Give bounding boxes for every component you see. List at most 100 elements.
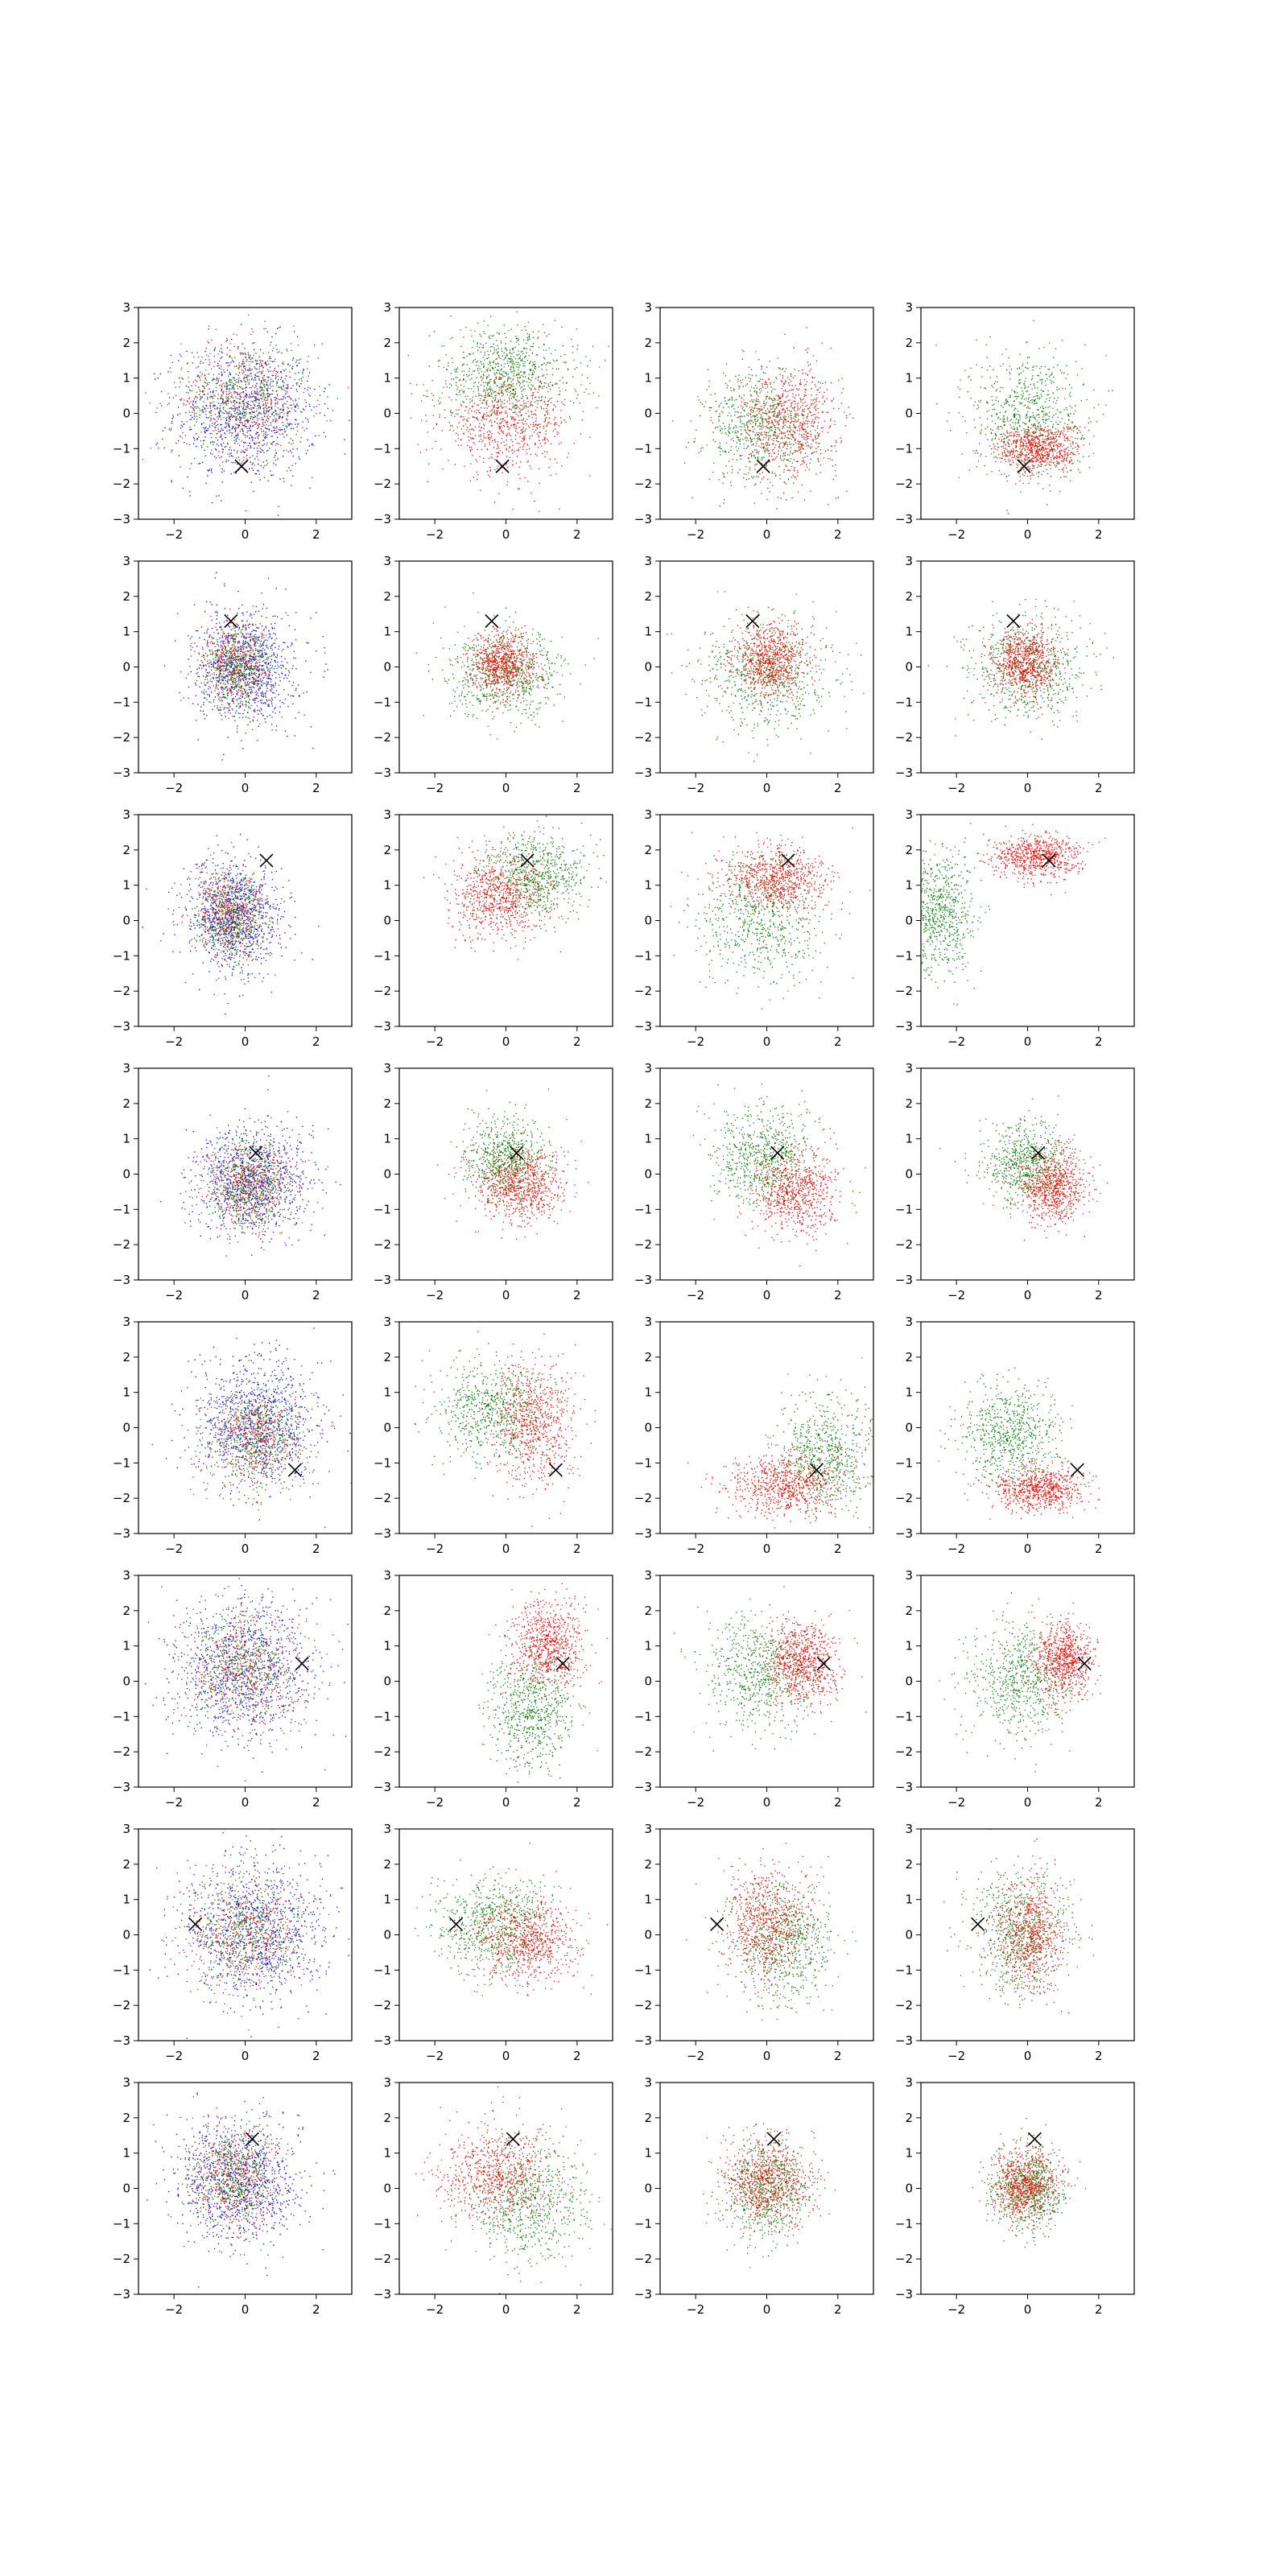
marker-x	[548, 1463, 563, 1477]
y-tick-label: 1	[122, 371, 130, 386]
y-tick-label: 3	[905, 554, 913, 568]
series-points-red	[713, 607, 822, 721]
x-tick-label: −2	[687, 1795, 704, 1810]
marker-x	[287, 1463, 302, 1477]
axes-frame	[138, 1067, 353, 1281]
x-tick-label: −2	[165, 2049, 183, 2063]
x-tick-label: −2	[947, 1795, 965, 1810]
x-tick-label: −2	[947, 1034, 965, 1049]
y-tick-label: 3	[644, 554, 652, 568]
series-points-green	[692, 1084, 838, 1232]
y-tick-label: −1	[895, 1709, 913, 1724]
y-tick-label: −3	[374, 766, 391, 780]
y-tick-label: −2	[895, 984, 913, 998]
marker-x	[449, 1917, 464, 1931]
series-green	[744, 1357, 873, 1534]
y-tick-label: −1	[895, 948, 913, 963]
y-tick-label: 1	[905, 625, 913, 639]
x-tick-label: 0	[1024, 781, 1032, 795]
series-points-red	[751, 1610, 867, 1735]
y-tick-label: 3	[122, 807, 130, 822]
series-red	[706, 2127, 836, 2258]
axes-frame	[920, 1828, 1135, 2041]
series-red	[947, 824, 1106, 896]
y-tick-label: 3	[905, 300, 913, 315]
subplot-r1-c3: −2 0 2 −3 −2 −1 0 1 2 3	[634, 300, 874, 542]
x-tick-label: 2	[1095, 1795, 1103, 1810]
y-tick-label: −3	[895, 2033, 913, 2048]
y-tick-label: 2	[383, 1857, 391, 1872]
y-tick-label: 1	[122, 1132, 130, 1146]
y-tick-label: 1	[383, 878, 391, 893]
y-tick-label: 0	[383, 1421, 391, 1435]
marker-x	[506, 2132, 520, 2146]
scatter-points	[151, 1327, 352, 1528]
y-tick-label: −3	[634, 2287, 652, 2301]
y-tick-label: 2	[905, 843, 913, 857]
x-tick-label: 0	[1024, 2049, 1032, 2063]
axes-frame	[659, 560, 874, 774]
scatter-points	[149, 1829, 349, 2039]
y-tick-label: 1	[644, 625, 652, 639]
x-tick-label: −2	[426, 2302, 444, 2317]
series-points-red	[399, 349, 591, 512]
x-tick-label: 2	[573, 781, 581, 795]
y-tick-label: 2	[122, 2111, 130, 2125]
series-red	[172, 1586, 328, 1750]
series-points-green	[702, 2123, 830, 2268]
x-tick-label: −2	[426, 781, 444, 795]
y-tick-label: −1	[374, 948, 391, 963]
y-tick-label: 3	[644, 300, 652, 315]
x-tick-label: 0	[763, 1034, 771, 1049]
y-tick-label: 2	[905, 589, 913, 604]
x-tick-label: 2	[573, 2302, 581, 2317]
x-tick-label: −2	[426, 1288, 444, 1302]
axes-frame	[138, 1828, 353, 2041]
y-tick-label: 2	[122, 589, 130, 604]
x-tick-label: −2	[165, 1542, 183, 1556]
y-tick-label: −3	[113, 1526, 130, 1541]
y-tick-label: −2	[374, 477, 391, 491]
y-tick-label: 1	[383, 371, 391, 386]
x-tick-label: −2	[165, 1288, 183, 1302]
marker-x	[766, 2132, 781, 2146]
y-tick-label: 3	[122, 1061, 130, 1075]
series-blue	[147, 2092, 336, 2288]
y-tick-label: −3	[634, 512, 652, 526]
series-points-green	[672, 349, 854, 519]
scatter-points	[142, 833, 320, 1015]
marker-x	[781, 853, 795, 868]
scatter-points	[163, 572, 328, 761]
y-tick-label: 0	[122, 1167, 130, 1182]
y-tick-label: 0	[122, 2182, 130, 2196]
axes-frame	[398, 560, 613, 774]
series-red	[686, 1843, 829, 2007]
series-points-red	[452, 611, 550, 714]
y-tick-label: 0	[644, 660, 652, 675]
marker-x	[188, 1917, 203, 1931]
y-tick-label: 0	[383, 1928, 391, 1942]
y-tick-label: −2	[634, 1237, 652, 1252]
series-green	[184, 1121, 313, 1239]
series-points-red	[965, 605, 1065, 720]
marker-x	[745, 613, 760, 629]
series-green	[692, 1084, 838, 1232]
subplot-r4-c4: −2 0 2 −3 −2 −1 0 1 2 3	[895, 1061, 1135, 1302]
axes-frame	[659, 814, 874, 1027]
x-tick-label: −2	[426, 1542, 444, 1556]
series-points-blue	[160, 1075, 341, 1257]
y-tick-label: 3	[644, 1315, 652, 1329]
y-tick-label: 0	[122, 660, 130, 675]
y-tick-label: −2	[634, 1744, 652, 1759]
scatter-points	[935, 320, 1113, 514]
series-blue	[142, 833, 320, 1015]
x-tick-label: 2	[834, 1542, 842, 1556]
x-tick-label: 2	[834, 1288, 842, 1302]
marker-x	[1070, 1463, 1084, 1477]
subplot-r7-c2: −2 0 2 −3 −2 −1 0 1 2 3	[374, 1822, 613, 2063]
x-tick-label: −2	[426, 2049, 444, 2063]
scatter-points	[160, 1075, 341, 1257]
x-tick-label: 0	[502, 2302, 510, 2317]
subplot-r6-c2: −2 0 2 −3 −2 −1 0 1 2 3	[374, 1568, 613, 1810]
y-tick-label: −3	[113, 2033, 130, 2048]
